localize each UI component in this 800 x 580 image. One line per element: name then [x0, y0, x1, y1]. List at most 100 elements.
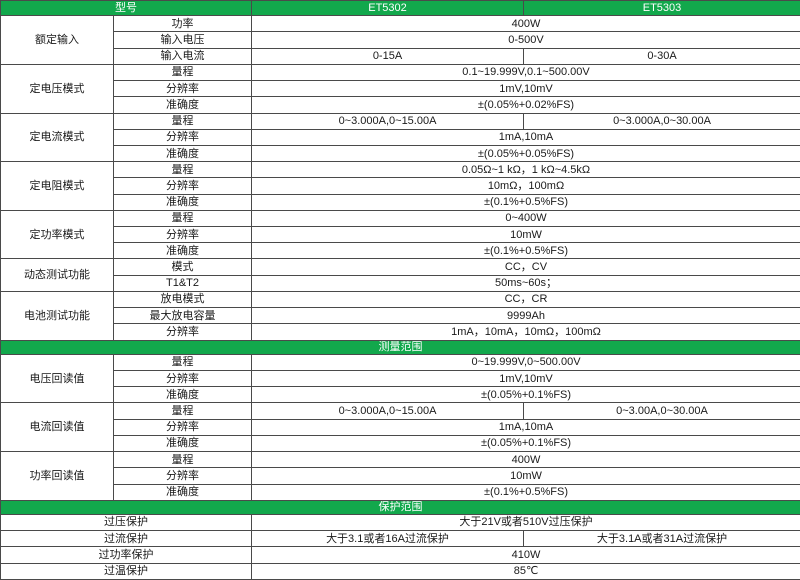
value-cell: 0~19.999V,0~500.00V: [251, 353, 800, 371]
table-row: 最大放电容量 9999Ah: [1, 307, 800, 325]
value-cell: 50ms~60s；: [251, 274, 800, 292]
value-cell: 10mW: [251, 226, 800, 244]
table-row: 准确度 ±(0.05%+0.02%FS): [1, 96, 800, 114]
table-row: 过功率保护 410W: [0, 546, 800, 564]
table-row: 定电阻模式 量程 0.05Ω~1 kΩ，1 kΩ~4.5kΩ: [0, 161, 800, 211]
header-row: 型号 ET5302 ET5303: [0, 0, 800, 17]
param-label-cell: 输入电压: [113, 31, 252, 49]
param-label-cell: 准确度: [113, 193, 252, 211]
value-cell: 0~3.000A,0~15.00A: [251, 402, 524, 420]
section-row: 测量范围: [0, 339, 800, 355]
param-label-cell: 模式: [113, 258, 252, 276]
group-label-cell: 定电压模式: [0, 63, 114, 114]
value-cell: ±(0.1%+0.5%FS): [251, 193, 800, 211]
table-row: 分辨率 1mA，10mA，10mΩ，100mΩ: [1, 323, 800, 341]
param-label-cell: 量程: [113, 209, 252, 228]
table-row: 功率回读值 量程 400W: [0, 451, 800, 501]
param-label-cell: 量程: [113, 402, 252, 420]
param-label-cell: 准确度: [113, 434, 252, 453]
table-row: 输入电流 0-15A 0-30A: [1, 47, 800, 65]
value-cell: ±(0.05%+0.1%FS): [251, 386, 800, 404]
group-label-cell: 定电流模式: [0, 112, 114, 163]
param-label-cell: 分辨率: [113, 177, 252, 195]
param-label-cell: 放电模式: [113, 290, 252, 309]
value-cell: 1mA,10mA: [251, 128, 800, 146]
table-row: 电池测试功能 放电模式 CC，CR: [0, 290, 800, 341]
table-row: 分辨率 1mV,10mV: [1, 80, 800, 98]
value-cell: ±(0.05%+0.02%FS): [251, 96, 800, 114]
param-label-cell: 准确度: [113, 96, 252, 114]
param-label-cell: 分辨率: [113, 323, 252, 341]
group-label-cell: 电压回读值: [0, 353, 114, 404]
table-row: T1&T2 50ms~60s；: [1, 274, 800, 292]
param-label-cell: 准确度: [113, 144, 252, 163]
param-label-cell: 分辨率: [113, 467, 252, 485]
value-cell: 10mΩ，100mΩ: [251, 177, 800, 195]
table-row: 定功率模式 量程 0~400W: [0, 209, 800, 260]
section-header: 保护范围: [0, 499, 800, 515]
table-row: 电流回读值 量程 0~3.000A,0~15.00A 0~3.00A,0~30.00A: [0, 402, 800, 453]
table-row: 动态测试功能 模式 CC，CV: [0, 258, 800, 292]
value-cell: 10mW: [251, 467, 800, 485]
param-label-cell: 准确度: [113, 386, 252, 404]
value-cell: 410W: [251, 546, 800, 564]
table-row: 分辨率 10mΩ，100mΩ: [1, 177, 800, 195]
value-cell: ±(0.05%+0.05%FS): [251, 144, 800, 163]
table-row: 分辨率 1mA,10mA: [1, 418, 800, 436]
value-cell: 0-500V: [251, 31, 800, 49]
value-cell: 1mA，10mA，10mΩ，100mΩ: [251, 323, 800, 341]
param-label-cell: 输入电流: [113, 47, 252, 65]
table-row: 定电流模式 量程 0~3.000A,0~15.00A 0~3.000A,0~30.00…: [0, 112, 800, 163]
value-cell: CC，CR: [251, 290, 800, 309]
value-cell: ±(0.1%+0.5%FS): [251, 483, 800, 501]
group-label-cell: 额定输入: [0, 15, 114, 65]
table-row: 电压回读值 量程 0~19.999V,0~500.00V: [0, 353, 800, 404]
section-header: 测量范围: [0, 339, 800, 355]
value-cell: 1mA,10mA: [251, 418, 800, 436]
param-label-cell: 分辨率: [113, 128, 252, 146]
table-row: 分辨率 1mV,10mV: [1, 369, 800, 388]
param-label-cell: 分辨率: [113, 226, 252, 244]
group-label-cell: 功率回读值: [0, 451, 114, 501]
value-cell: CC，CV: [251, 258, 800, 276]
group-label-cell: 电流回读值: [0, 402, 114, 453]
model-header-cell: ET5302: [251, 0, 524, 17]
value-cell: ±(0.05%+0.1%FS): [251, 434, 800, 453]
value-cell: 0.05Ω~1 kΩ，1 kΩ~4.5kΩ: [251, 161, 800, 179]
value-cell: ±(0.1%+0.5%FS): [251, 242, 800, 260]
table-row: 准确度 ±(0.1%+0.5%FS): [1, 193, 800, 211]
param-label-cell: 过压保护: [0, 513, 252, 532]
param-label-cell: 量程: [113, 63, 252, 82]
table-row: 定电压模式 量程 0.1~19.999V,0.1~500.00V: [0, 63, 800, 114]
section-row: 保护范围: [0, 499, 800, 515]
param-label-cell: 最大放电容量: [113, 307, 252, 325]
table-row: 分辨率 1mA,10mA: [1, 128, 800, 146]
table-row: 准确度 ±(0.1%+0.5%FS): [1, 242, 800, 260]
param-label-cell: 准确度: [113, 242, 252, 260]
param-label-cell: 过功率保护: [0, 546, 252, 564]
param-label-cell: 分辨率: [113, 418, 252, 436]
table-row: 额定输入 功率 400W: [0, 15, 800, 65]
table-row: 准确度 ±(0.1%+0.5%FS): [1, 483, 800, 501]
param-label-cell: 量程: [113, 112, 252, 130]
group-label-cell: 动态测试功能: [0, 258, 114, 292]
value-cell: 1mV,10mV: [251, 80, 800, 98]
param-label-cell: 量程: [113, 451, 252, 469]
value-cell: 400W: [251, 451, 800, 469]
value-cell: 大于3.1A或者31A过流保护: [523, 530, 800, 548]
param-label-cell: 分辨率: [113, 369, 252, 388]
param-label-cell: 过流保护: [0, 530, 252, 548]
value-cell: 大于21V或者510V过压保护: [251, 513, 800, 532]
value-cell: 0~3.00A,0~30.00A: [523, 402, 800, 420]
group-label-cell: 定电阻模式: [0, 161, 114, 211]
model-header-cell: ET5303: [523, 0, 800, 17]
table-row: 过压保护 大于21V或者510V过压保护: [0, 513, 800, 532]
param-label-cell: T1&T2: [113, 274, 252, 292]
value-cell: 大于3.1或者16A过流保护: [251, 530, 524, 548]
group-label-cell: 电池测试功能: [0, 290, 114, 341]
value-cell: 0.1~19.999V,0.1~500.00V: [251, 63, 800, 82]
value-cell: 0-30A: [523, 47, 800, 65]
